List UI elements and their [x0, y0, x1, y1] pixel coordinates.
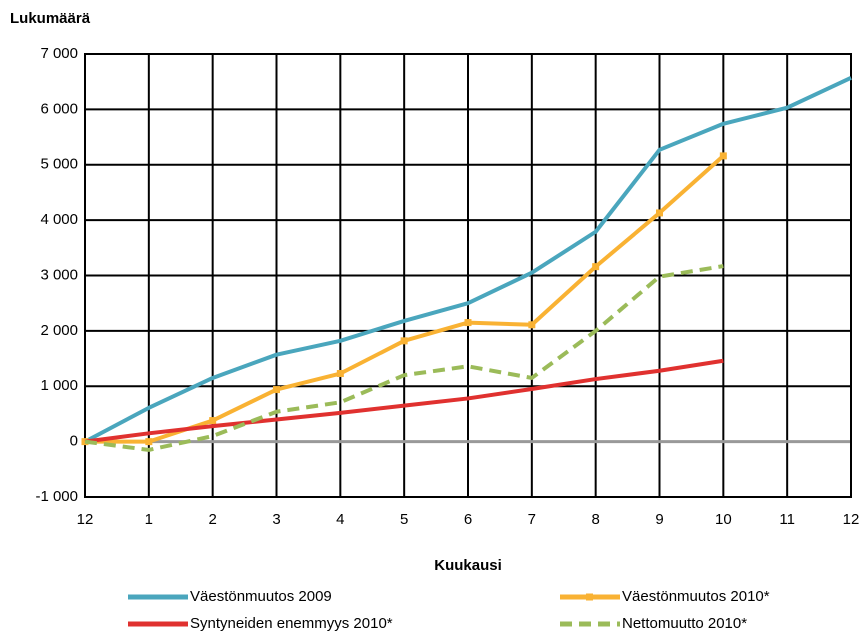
point-marker: [273, 386, 280, 394]
y-tick-label: 2 000: [40, 322, 78, 339]
x-tick-label: 12: [843, 511, 860, 528]
x-tick-label: 9: [655, 511, 663, 528]
y-tick-label: 0: [70, 433, 78, 450]
y-tick-label: 4 000: [40, 211, 78, 228]
y-tick-label: 7 000: [40, 45, 78, 62]
series-line: [84, 358, 724, 444]
series-line: [84, 264, 724, 452]
point-marker: [719, 152, 727, 160]
x-tick-label: 8: [591, 511, 599, 528]
y-tick-label: 3 000: [40, 266, 78, 283]
x-axis-title: Kuukausi: [434, 557, 502, 574]
point-marker: [209, 417, 217, 425]
series-line: [84, 76, 852, 444]
legend-label: Väestönmuutos 2009: [190, 588, 332, 605]
point-marker: [656, 209, 663, 217]
x-tick-label: 12: [77, 511, 94, 528]
point-marker: [464, 319, 472, 327]
point-marker: [145, 438, 153, 446]
point-marker: [400, 337, 408, 345]
point-marker: [528, 321, 536, 329]
x-tick-label: 11: [779, 511, 795, 528]
plot-border: [84, 53, 852, 498]
y-tick-label: -1 000: [35, 488, 78, 505]
y-tick-label: 6 000: [40, 100, 78, 117]
x-tick-label: 7: [528, 511, 536, 528]
legend-label: Väestönmuutos 2010*: [622, 588, 770, 605]
legend-label: Syntyneiden enemmyys 2010*: [190, 615, 393, 632]
legend-marker: [586, 593, 593, 601]
y-tick-label: 1 000: [40, 377, 78, 394]
x-tick-label: 3: [272, 511, 280, 528]
x-tick-label: 10: [715, 511, 732, 528]
x-tick-label: 6: [464, 511, 472, 528]
y-axis-title: Lukumäärä: [10, 10, 91, 27]
y-tick-label: 5 000: [40, 156, 78, 173]
legend-label: Nettomuutto 2010*: [622, 615, 747, 632]
x-tick-label: 4: [336, 511, 344, 528]
point-marker: [336, 370, 344, 378]
x-tick-label: 5: [400, 511, 408, 528]
x-tick-label: 2: [208, 511, 216, 528]
x-tick-label: 1: [145, 511, 153, 528]
point-marker: [592, 263, 600, 271]
